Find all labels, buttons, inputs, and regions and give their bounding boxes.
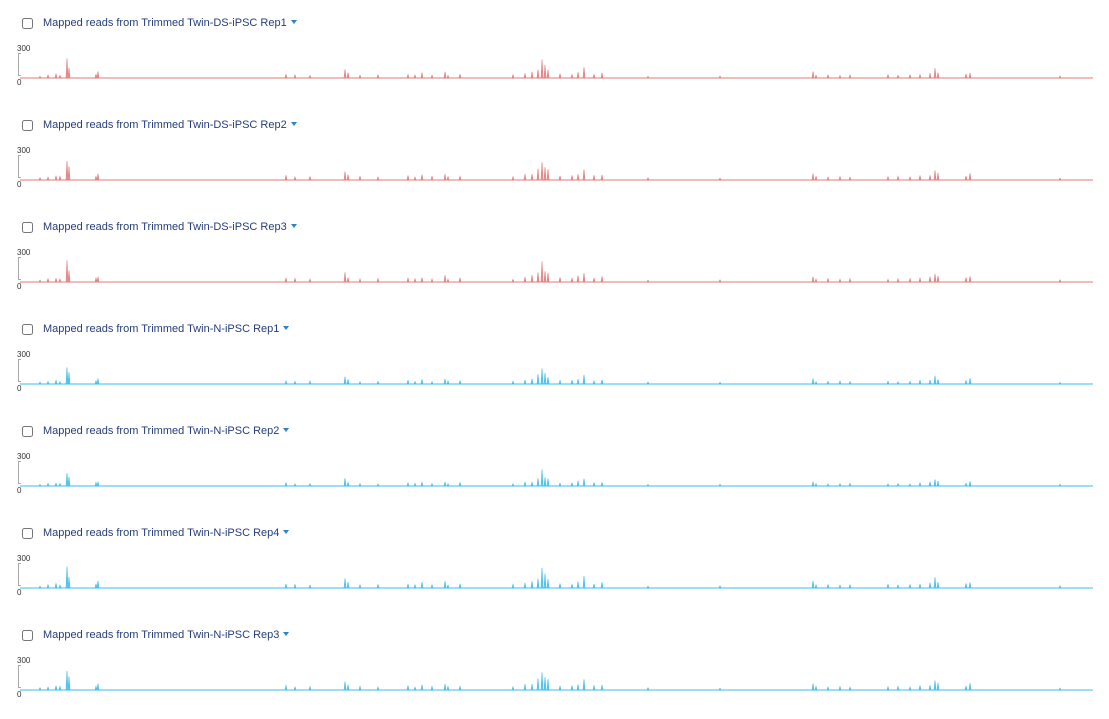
y-axis-max-label: 300 — [17, 248, 31, 257]
track-title-menu[interactable]: Mapped reads from Trimmed Twin-N-iPSC Re… — [43, 425, 290, 437]
track-title-menu[interactable]: Mapped reads from Trimmed Twin-DS-iPSC R… — [43, 119, 297, 131]
coverage-plot — [20, 566, 1093, 589]
coverage-signal — [20, 160, 1093, 181]
coverage-signal — [20, 566, 1093, 589]
track-title-menu[interactable]: Mapped reads from Trimmed Twin-DS-iPSC R… — [43, 17, 297, 29]
dropdown-caret-icon — [290, 20, 297, 24]
y-axis-min-label: 0 — [17, 282, 22, 291]
coverage-track: Mapped reads from Trimmed Twin-N-iPSC Re… — [0, 515, 1109, 617]
coverage-plot — [20, 670, 1093, 691]
coverage-signal — [20, 469, 1093, 487]
coverage-plot — [20, 260, 1093, 283]
track-label: Mapped reads from Trimmed Twin-N-iPSC Re… — [43, 527, 280, 539]
y-scale-bar — [18, 665, 21, 688]
coverage-signal — [20, 260, 1093, 283]
y-axis-max-label: 300 — [17, 44, 31, 53]
coverage-plot — [20, 367, 1093, 385]
y-axis-min-label: 0 — [17, 486, 22, 495]
y-scale-bar — [18, 461, 21, 484]
track-select-checkbox[interactable] — [22, 425, 33, 437]
track-select-checkbox[interactable] — [22, 629, 33, 641]
track-title-menu[interactable]: Mapped reads from Trimmed Twin-DS-iPSC R… — [43, 221, 297, 233]
track-header: Mapped reads from Trimmed Twin-N-iPSC Re… — [22, 421, 290, 441]
coverage-track: Mapped reads from Trimmed Twin-DS-iPSC R… — [0, 107, 1109, 209]
track-select-checkbox[interactable] — [22, 17, 33, 29]
track-header: Mapped reads from Trimmed Twin-DS-iPSC R… — [22, 13, 297, 33]
track-header: Mapped reads from Trimmed Twin-N-iPSC Re… — [22, 625, 290, 645]
y-scale-bar — [18, 563, 21, 586]
coverage-plot — [20, 469, 1093, 487]
coverage-signal — [20, 367, 1093, 385]
track-header: Mapped reads from Trimmed Twin-N-iPSC Re… — [22, 319, 290, 339]
track-select-checkbox[interactable] — [22, 221, 33, 233]
track-select-checkbox[interactable] — [22, 323, 33, 335]
y-axis-min-label: 0 — [17, 180, 22, 189]
coverage-signal — [20, 670, 1093, 691]
y-axis-max-label: 300 — [17, 452, 31, 461]
track-label: Mapped reads from Trimmed Twin-N-iPSC Re… — [43, 323, 280, 335]
y-axis-min-label: 0 — [17, 78, 22, 87]
y-axis-max-label: 300 — [17, 146, 31, 155]
track-label: Mapped reads from Trimmed Twin-DS-iPSC R… — [43, 119, 287, 131]
y-scale-bar — [18, 359, 21, 382]
coverage-track: Mapped reads from Trimmed Twin-N-iPSC Re… — [0, 311, 1109, 413]
y-axis-min-label: 0 — [17, 588, 22, 597]
track-header: Mapped reads from Trimmed Twin-DS-iPSC R… — [22, 115, 297, 135]
dropdown-caret-icon — [283, 632, 290, 636]
y-scale-bar — [18, 53, 21, 76]
coverage-signal — [20, 58, 1093, 79]
coverage-track: Mapped reads from Trimmed Twin-DS-iPSC R… — [0, 5, 1109, 107]
dropdown-caret-icon — [290, 224, 297, 228]
y-scale-bar — [18, 257, 21, 280]
track-label: Mapped reads from Trimmed Twin-DS-iPSC R… — [43, 17, 287, 29]
coverage-track: Mapped reads from Trimmed Twin-N-iPSC Re… — [0, 413, 1109, 515]
track-title-menu[interactable]: Mapped reads from Trimmed Twin-N-iPSC Re… — [43, 629, 290, 641]
dropdown-caret-icon — [283, 326, 290, 330]
track-select-checkbox[interactable] — [22, 527, 33, 539]
coverage-plot — [20, 58, 1093, 79]
track-title-menu[interactable]: Mapped reads from Trimmed Twin-N-iPSC Re… — [43, 527, 290, 539]
track-label: Mapped reads from Trimmed Twin-DS-iPSC R… — [43, 221, 287, 233]
y-axis-max-label: 300 — [17, 656, 31, 665]
track-header: Mapped reads from Trimmed Twin-DS-iPSC R… — [22, 217, 297, 237]
y-scale-bar — [18, 155, 21, 178]
coverage-track: Mapped reads from Trimmed Twin-DS-iPSC R… — [0, 209, 1109, 311]
track-select-checkbox[interactable] — [22, 119, 33, 131]
dropdown-caret-icon — [283, 530, 290, 534]
y-axis-max-label: 300 — [17, 554, 31, 563]
track-label: Mapped reads from Trimmed Twin-N-iPSC Re… — [43, 425, 280, 437]
coverage-plot — [20, 160, 1093, 181]
y-axis-max-label: 300 — [17, 350, 31, 359]
dropdown-caret-icon — [283, 428, 290, 432]
track-label: Mapped reads from Trimmed Twin-N-iPSC Re… — [43, 629, 280, 641]
track-title-menu[interactable]: Mapped reads from Trimmed Twin-N-iPSC Re… — [43, 323, 290, 335]
y-axis-min-label: 0 — [17, 384, 22, 393]
y-axis-min-label: 0 — [17, 690, 22, 699]
track-header: Mapped reads from Trimmed Twin-N-iPSC Re… — [22, 523, 290, 543]
coverage-track: Mapped reads from Trimmed Twin-N-iPSC Re… — [0, 617, 1109, 719]
dropdown-caret-icon — [290, 122, 297, 126]
